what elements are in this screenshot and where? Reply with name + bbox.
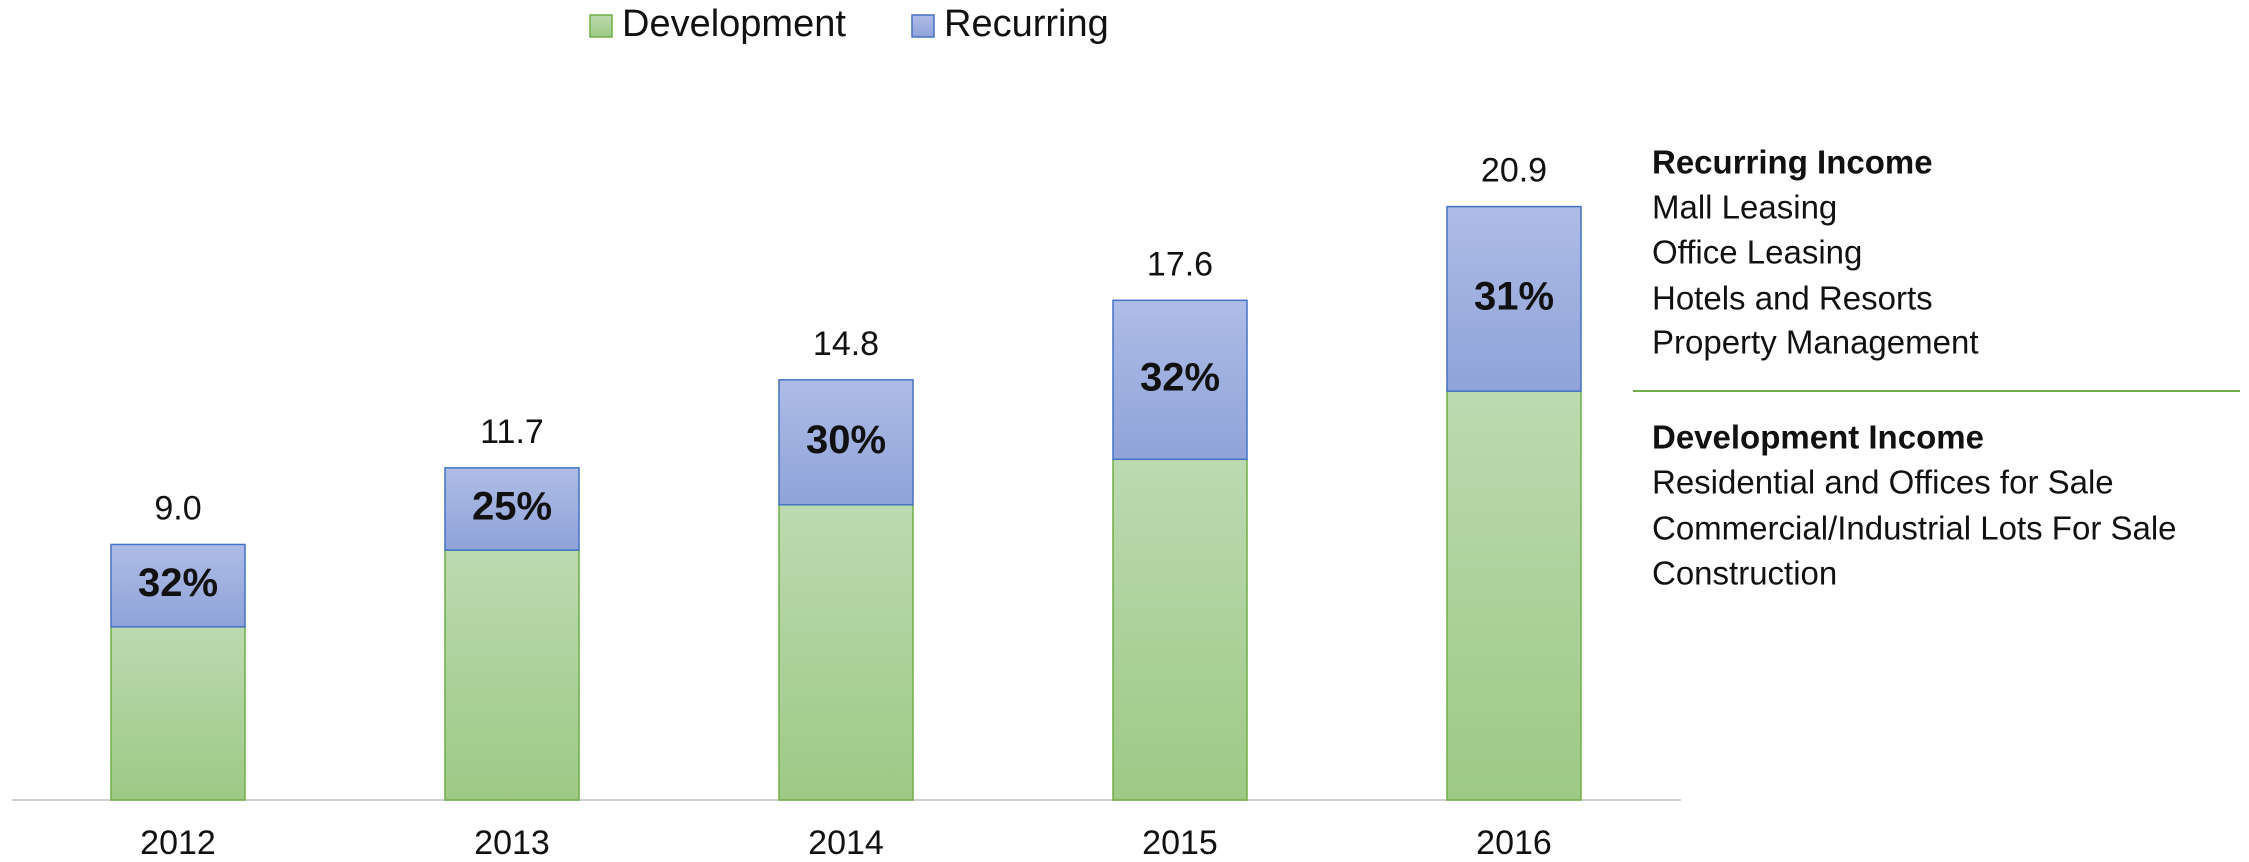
- notes: Recurring Income Mall Leasing Office Lea…: [1633, 144, 2240, 592]
- bar-segment: [1112, 299, 1248, 461]
- bar-segment: [110, 543, 246, 628]
- note-title: Recurring Income: [1652, 144, 1933, 181]
- bar-segment: [778, 379, 914, 506]
- share-label: 30%: [806, 418, 886, 462]
- legend-swatch: [911, 14, 935, 38]
- bar-segment: [778, 503, 914, 801]
- x-tick-label: 2012: [140, 824, 216, 862]
- bar-segment: [1446, 205, 1582, 392]
- bar-segment: [1112, 458, 1248, 801]
- legend-label: Development: [622, 3, 846, 45]
- x-tick-label: 2016: [1476, 824, 1552, 862]
- total-label: 20.9: [1481, 152, 1547, 190]
- legend-label: Recurring: [944, 3, 1109, 45]
- total-label: 9.0: [154, 489, 201, 527]
- share-label: 32%: [138, 561, 218, 605]
- bar-segment: [1446, 390, 1582, 801]
- x-tick-label: 2014: [808, 824, 884, 862]
- bar-segment: [444, 467, 580, 551]
- x-tick-label: 2015: [1142, 824, 1218, 862]
- note-item: Office Leasing: [1652, 234, 1862, 271]
- bar-segment: [444, 549, 580, 801]
- note-item: Hotels and Resorts: [1652, 280, 1933, 317]
- note-title: Development Income: [1652, 419, 1984, 456]
- note-item: Residential and Offices for Sale: [1652, 464, 2114, 501]
- total-label: 17.6: [1147, 245, 1213, 283]
- note-item: Construction: [1652, 555, 1837, 592]
- bar-segment: [110, 626, 246, 801]
- total-label: 14.8: [813, 325, 879, 363]
- note-item: Mall Leasing: [1652, 189, 1837, 226]
- x-tick-label: 2013: [474, 824, 550, 862]
- share-label: 31%: [1474, 274, 1554, 318]
- note-item: Property Management: [1652, 324, 1979, 361]
- note-item: Commercial/Industrial Lots For Sale: [1652, 510, 2177, 547]
- legend-swatch: [589, 14, 613, 38]
- share-label: 32%: [1140, 355, 1220, 399]
- share-label: 25%: [472, 485, 552, 529]
- total-label: 11.7: [480, 413, 544, 451]
